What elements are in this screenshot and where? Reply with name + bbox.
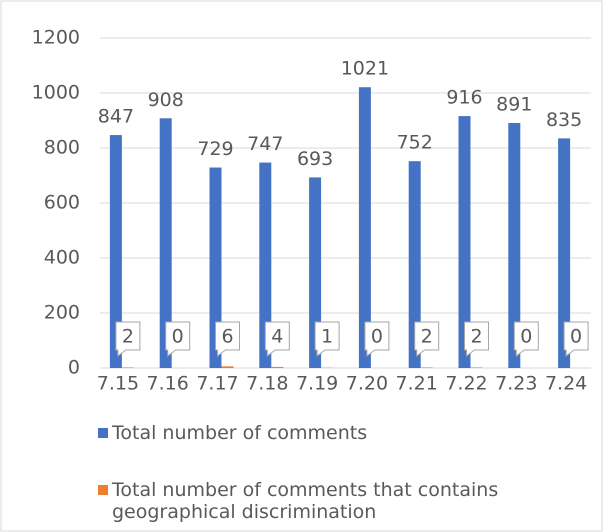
x-tick-label: 7.22 <box>445 373 487 395</box>
data-label: 6 <box>221 326 233 348</box>
bar <box>109 135 122 368</box>
x-tick-label: 7.23 <box>495 373 537 395</box>
data-label: 2 <box>470 326 482 348</box>
data-label: 2 <box>421 326 433 348</box>
data-label: 916 <box>446 87 482 109</box>
bar <box>309 177 322 368</box>
x-tick-label: 7.16 <box>147 373 189 395</box>
legend-swatch <box>98 428 108 438</box>
bar <box>221 366 234 368</box>
callout-box <box>513 321 539 357</box>
bar <box>470 367 483 368</box>
callout-box <box>414 321 440 357</box>
callout-box <box>264 321 290 357</box>
data-label: 0 <box>570 326 582 348</box>
data-label: 835 <box>546 109 582 131</box>
x-tick-label: 7.24 <box>545 373 587 395</box>
y-tick-label: 0 <box>68 357 80 379</box>
x-tick-label: 7.19 <box>296 373 338 395</box>
data-label: 693 <box>297 148 333 170</box>
legend-swatch <box>98 485 108 495</box>
legend-label: Total number of comments that contains g… <box>112 479 499 523</box>
bar <box>420 367 433 368</box>
bar <box>209 167 222 368</box>
data-label: 0 <box>172 326 184 348</box>
callout-box <box>115 321 141 357</box>
y-tick-label: 600 <box>44 192 80 214</box>
data-label: 847 <box>98 106 134 128</box>
y-tick-label: 1200 <box>32 27 80 49</box>
y-tick-label: 400 <box>44 247 80 269</box>
data-label: 729 <box>197 138 233 160</box>
y-tick-label: 200 <box>44 302 80 324</box>
bar <box>121 367 134 368</box>
bar <box>408 161 421 368</box>
data-label: 1021 <box>341 58 389 80</box>
legend-item: Total number of comments that contains g… <box>98 479 568 523</box>
data-label: 752 <box>397 132 433 154</box>
callout-box <box>563 321 589 357</box>
data-label: 0 <box>371 326 383 348</box>
x-tick-label: 7.17 <box>196 373 238 395</box>
x-tick-label: 7.20 <box>346 373 388 395</box>
callout-box <box>364 321 390 357</box>
legend-label: Total number of comments <box>112 422 368 444</box>
bar <box>458 116 471 368</box>
x-tick-label: 7.18 <box>246 373 288 395</box>
bar <box>558 138 571 368</box>
callout-box <box>464 321 489 357</box>
bar <box>159 118 172 368</box>
data-label: 0 <box>520 326 532 348</box>
y-tick-label: 800 <box>44 137 80 159</box>
bar <box>358 87 371 368</box>
x-tick-label: 7.15 <box>97 373 139 395</box>
callout-box <box>165 321 191 357</box>
data-label: 747 <box>247 133 283 155</box>
x-tick-label: 7.21 <box>396 373 438 395</box>
bar <box>259 162 272 368</box>
legend-item: Total number of comments <box>98 422 568 444</box>
data-label: 1 <box>321 326 333 348</box>
data-label: 908 <box>148 89 184 111</box>
callout-box <box>314 321 340 357</box>
data-label: 4 <box>271 326 283 348</box>
data-label: 891 <box>496 93 532 115</box>
y-tick-label: 1000 <box>32 82 80 104</box>
bar <box>271 366 284 368</box>
bar <box>508 122 521 368</box>
callout-box <box>215 321 240 357</box>
data-label: 2 <box>122 326 134 348</box>
